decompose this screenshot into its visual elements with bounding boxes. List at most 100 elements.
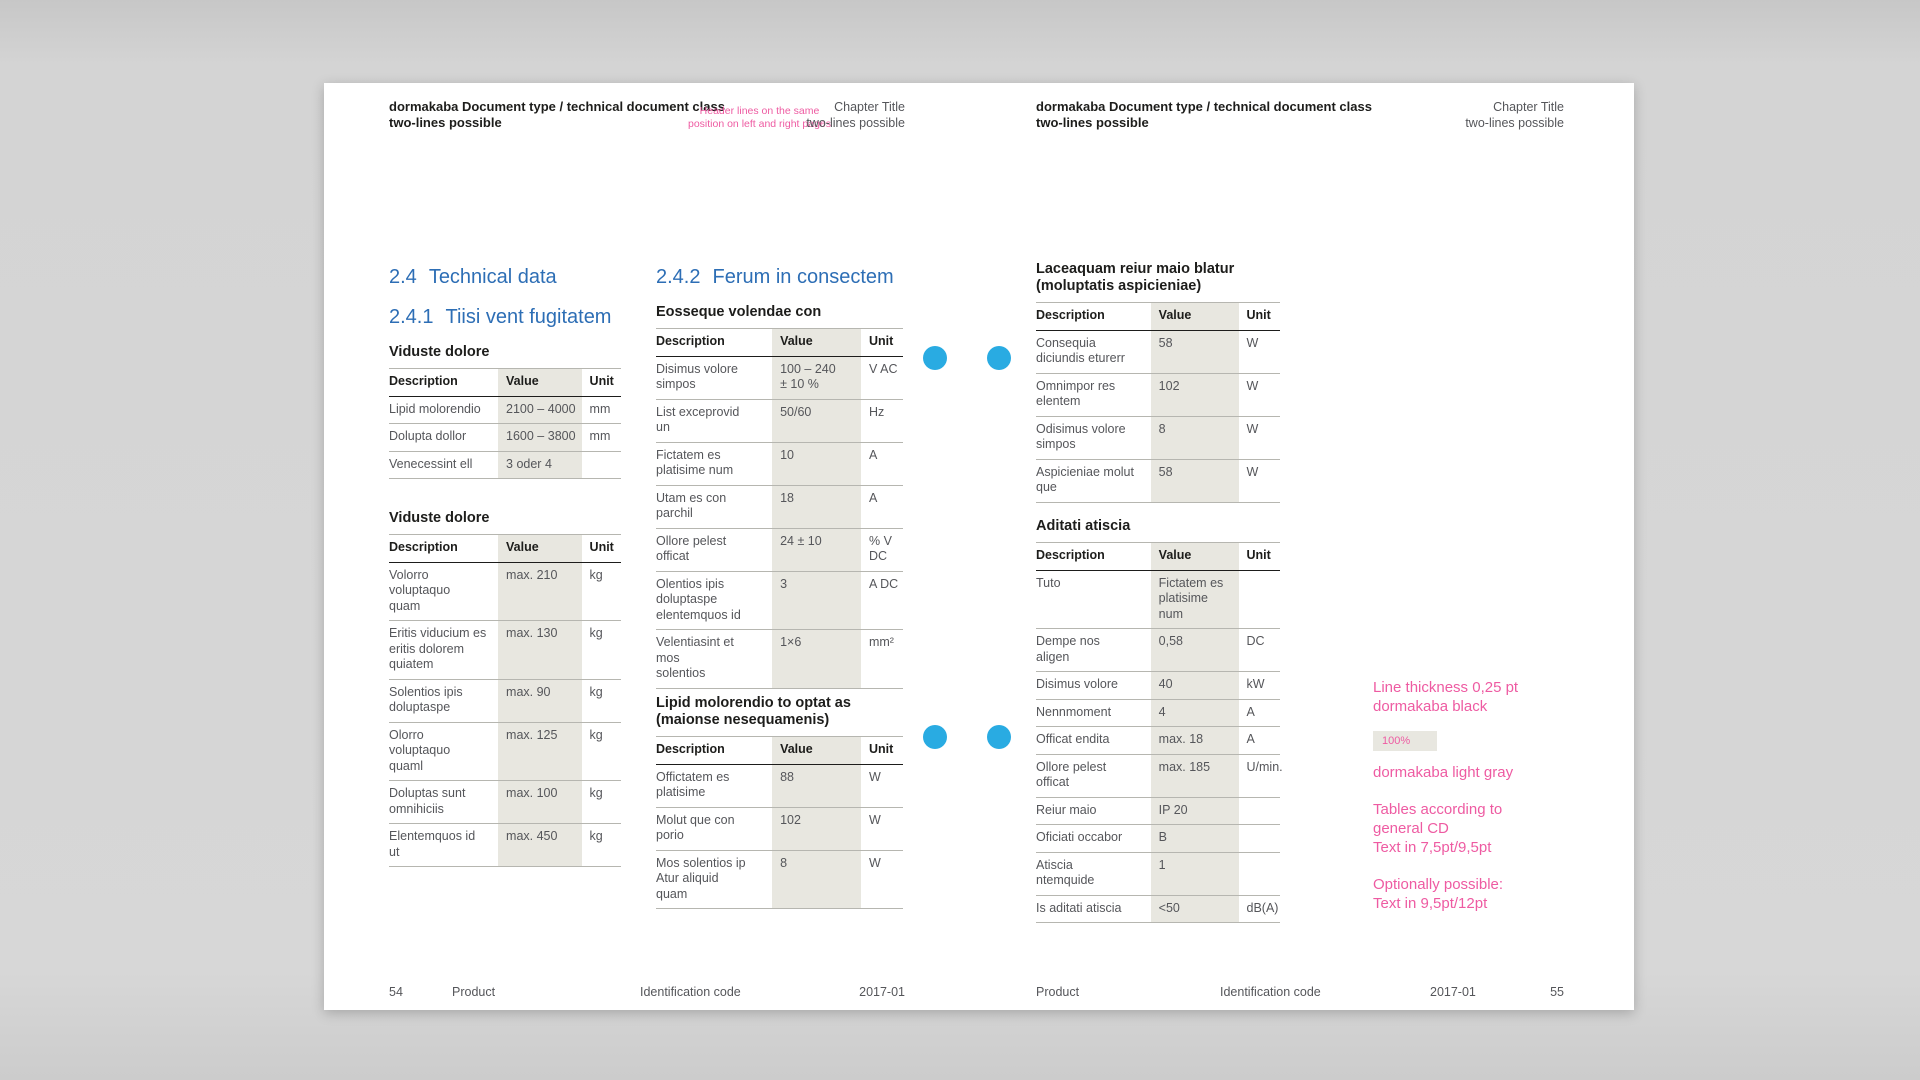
value-cell: 50/60 — [772, 398, 861, 442]
description-cell: Odisimus volore simpos — [1036, 415, 1151, 459]
column-header-value: Value — [1150, 542, 1239, 571]
table-row: Mos solentios ip Atur aliquid quam 8 W — [656, 849, 903, 909]
value-cell: 1600 – 3800 — [498, 423, 582, 451]
section-heading-2-4: 2.4 Technical data — [389, 265, 557, 289]
description-cell: Officat endita — [1036, 726, 1151, 754]
value-cell: 0,58 — [1150, 628, 1239, 672]
unit-cell: DC — [1238, 628, 1280, 672]
column-header-value: Value — [772, 736, 861, 765]
description-cell: Lipid molorendio — [389, 401, 481, 416]
unit-cell — [1238, 796, 1280, 825]
annotation-tables-cd: Tables according to general CD Text in 7… — [1373, 801, 1503, 856]
table-row: Nennmoment 4 A — [1036, 698, 1280, 727]
value-cell: 2100 – 4000 — [498, 396, 582, 424]
value-cell: 88 — [772, 764, 861, 807]
table-row: Solentios ipis doluptaspe max. 90 kg — [389, 678, 621, 722]
color-swatch-light-gray: 100% — [1373, 731, 1437, 751]
table-row: Velentiasint et mos solentios 1×6 mm² — [656, 629, 903, 688]
table-section: Aditati atiscia Description Value Unit Tuto… — [1036, 518, 1283, 923]
header-position-annotation: Header lines on the same position on lef… — [687, 105, 832, 130]
table-row: Ollore pelest officat 24 ± 10% V DC — [656, 527, 903, 571]
value-cell: 3 — [772, 570, 861, 630]
description-cell: Utam es con parchil — [656, 484, 773, 528]
description-cell: Reiur maio — [1036, 796, 1151, 825]
table-row: List exceprovid un 50/60 Hz — [656, 398, 903, 442]
column-header-description: Description — [1036, 302, 1151, 331]
table-header-row: Description Value Unit — [656, 328, 903, 357]
unit-cell: W — [860, 849, 903, 909]
table-row: Omnimpor res elentem 102 W — [1036, 372, 1280, 416]
description-cell: Oficiati occabor — [1036, 824, 1151, 852]
table-row: Dempe nos aligen 0,58 DC — [1036, 628, 1280, 672]
table-row: Olentios ipis doluptaspe elentemquos id 3… — [656, 570, 903, 630]
description-cell: Is aditati atiscia — [1036, 894, 1151, 923]
description-cell: Fictatem es platisime num — [656, 441, 773, 485]
value-cell: B — [1150, 824, 1239, 852]
description-cell: Consequia diciundis eturerr — [1036, 335, 1125, 366]
section-number: 2.4.1 — [389, 306, 434, 328]
unit-cell: W — [868, 769, 881, 784]
table-row: Olorro voluptaquo quaml max. 125 kg — [389, 721, 621, 781]
description-cell: Aspicieniae molut que — [1036, 458, 1151, 502]
unit-cell: W — [1246, 335, 1259, 350]
table-row: Lipid molorendio 2100 – 4000 mm — [389, 396, 621, 424]
table-row: Atiscia ntemquide 1 — [1036, 851, 1280, 895]
column-header-value: Value — [772, 328, 861, 357]
right-footer-product: Product — [1036, 985, 1080, 999]
unit-cell: V AC — [868, 361, 898, 376]
section-title-text: Tiisi vent fugitatem — [445, 306, 612, 328]
table-header-row: Description Value Unit — [389, 534, 621, 563]
table-row: Consequia diciundis eturerr 58 W — [1036, 330, 1280, 373]
description-cell: Mos solentios ip Atur aliquid quam — [656, 849, 773, 909]
value-cell: max. 18 — [1150, 726, 1239, 754]
table-row: Utam es con parchil 18 A — [656, 484, 903, 528]
table-row: Is aditati atiscia <50 dB(A) — [1036, 894, 1280, 923]
table-row: Odisimus volore simpos 8 W — [1036, 415, 1280, 459]
value-cell: 40 — [1150, 671, 1239, 699]
value-cell: max. 185 — [1150, 753, 1239, 797]
value-cell: 102 — [772, 806, 861, 850]
table-section: Eosseque volendae con Description Value Un… — [656, 304, 903, 689]
description-cell: Olentios ipis doluptaspe elentemquos id — [656, 570, 773, 630]
unit-cell: kg — [581, 620, 621, 679]
value-cell: <50 — [1150, 894, 1239, 923]
unit-cell: mm² — [860, 629, 903, 688]
description-cell: Dempe nos aligen — [1036, 628, 1151, 672]
column-header-description: Description — [656, 328, 773, 357]
value-cell: 1×6 — [772, 629, 861, 688]
description-cell: Omnimpor res elentem — [1036, 372, 1151, 416]
section-heading-2-4-1: 2.4.1 Tiisi vent fugitatem — [389, 305, 611, 329]
value-cell: max. 130 — [498, 620, 582, 679]
unit-cell: kg — [581, 780, 621, 824]
value-cell: Fictatem es platisime num — [1150, 570, 1239, 629]
unit-cell: U/min. — [1238, 753, 1283, 797]
value-cell: max. 100 — [498, 780, 582, 824]
table-header-row: Description Value Unit — [1036, 542, 1280, 571]
unit-cell: mm — [581, 423, 621, 451]
table-header-row: Description Value Unit — [389, 368, 621, 397]
description-cell: Doluptas sunt omnihiciis — [389, 780, 499, 824]
left-page-doc-type-header: dormakaba Document type / technical docu… — [389, 99, 725, 130]
unit-cell: kg — [589, 567, 603, 582]
table-title: Aditati atiscia — [1036, 518, 1131, 534]
unit-cell: W — [1238, 458, 1280, 502]
value-cell: 58 — [1150, 458, 1239, 502]
value-cell: 8 — [1150, 415, 1239, 459]
technical-data-table: Description Value Unit Lipid molorendio 2100… — [389, 368, 621, 479]
table-row: Reiur maio IP 20 — [1036, 796, 1280, 825]
column-header-unit: Unit — [860, 736, 903, 765]
annotation-optional-text: Optionally possible: Text in 9,5pt/12pt — [1373, 876, 1504, 912]
column-header-description: Description — [389, 534, 499, 563]
table-title: Eosseque volendae con — [656, 304, 822, 320]
value-cell: 8 — [772, 849, 861, 909]
unit-cell: kg — [581, 823, 621, 867]
left-footer-product: Product — [452, 985, 496, 999]
table-row: Venecessint ell 3 oder 4 — [389, 450, 621, 479]
description-cell: Velentiasint et mos solentios — [656, 629, 773, 688]
description-cell: Ollore pelest officat — [1036, 753, 1151, 797]
description-cell: List exceprovid un — [656, 398, 773, 442]
value-cell: 3 oder 4 — [498, 450, 582, 479]
table-title: Laceaquam reiur maio blatur (moluptatis … — [1036, 261, 1235, 294]
value-cell: 4 — [1150, 698, 1239, 727]
unit-cell — [1238, 824, 1280, 852]
